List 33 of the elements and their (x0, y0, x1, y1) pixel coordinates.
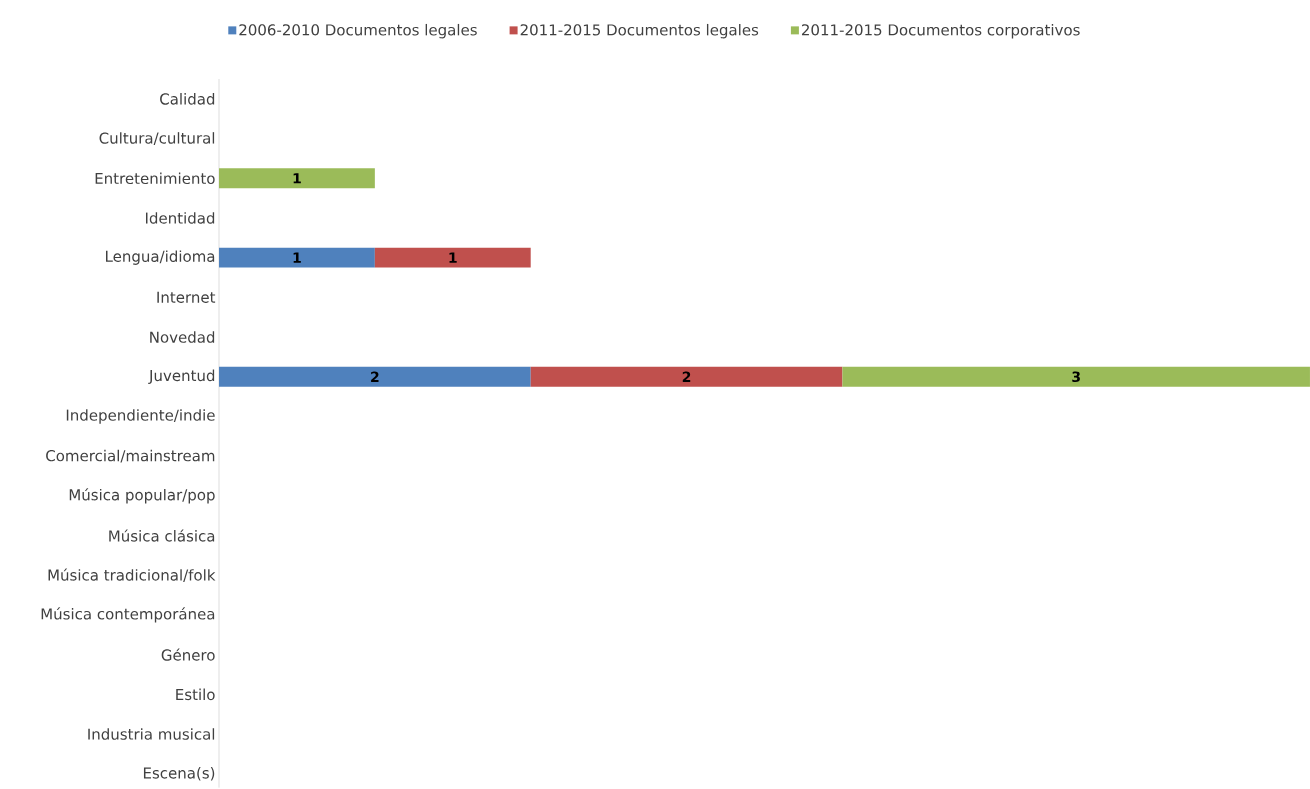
bar (374, 247, 531, 268)
y-tick-label: Música contemporánea (41, 607, 215, 623)
bar (842, 366, 1310, 387)
data-label: 2 (371, 371, 379, 382)
y-tick-label: Juventud (148, 369, 215, 384)
data-label: 2 (682, 371, 691, 382)
y-tick-label: Comercial/mainstream (46, 449, 215, 463)
data-label: 1 (449, 252, 457, 263)
y-tick-label: Identidad (145, 212, 215, 224)
y-tick-label: Música popular/pop (69, 488, 215, 504)
bar (219, 247, 375, 268)
data-label: 1 (293, 173, 301, 184)
y-tick-label: Lengua/idioma (106, 250, 215, 265)
bar (219, 366, 531, 387)
bar (530, 366, 843, 387)
y-tick-label: Novedad (150, 331, 215, 343)
data-label: 3 (1072, 371, 1080, 383)
y-tick-label: Música tradicional/folk (48, 568, 216, 582)
y-tick-label: Internet (157, 291, 216, 303)
data-label: 1 (293, 252, 301, 263)
y-tick-label: Escena(s) (143, 767, 215, 781)
y-tick-label: Música clásica (109, 529, 215, 542)
y-tick-label: Cultura/cultural (99, 132, 215, 145)
y-tick-label: Industria musical (88, 728, 215, 740)
legend-label: 2006-2010 Documentos legales (239, 23, 477, 39)
y-tick-label: Independiente/indie (66, 409, 215, 424)
bar (219, 168, 375, 189)
legend-label: 2011-2015 Documentos legales (520, 23, 759, 39)
y-tick-label: Entretenimiento (95, 172, 215, 185)
y-tick-label: Género (161, 648, 215, 661)
y-tick-label: Calidad (160, 93, 215, 105)
legend-label: 2011-2015 Documentos corporativos (801, 23, 1080, 39)
y-tick-label: Estilo (176, 688, 215, 701)
